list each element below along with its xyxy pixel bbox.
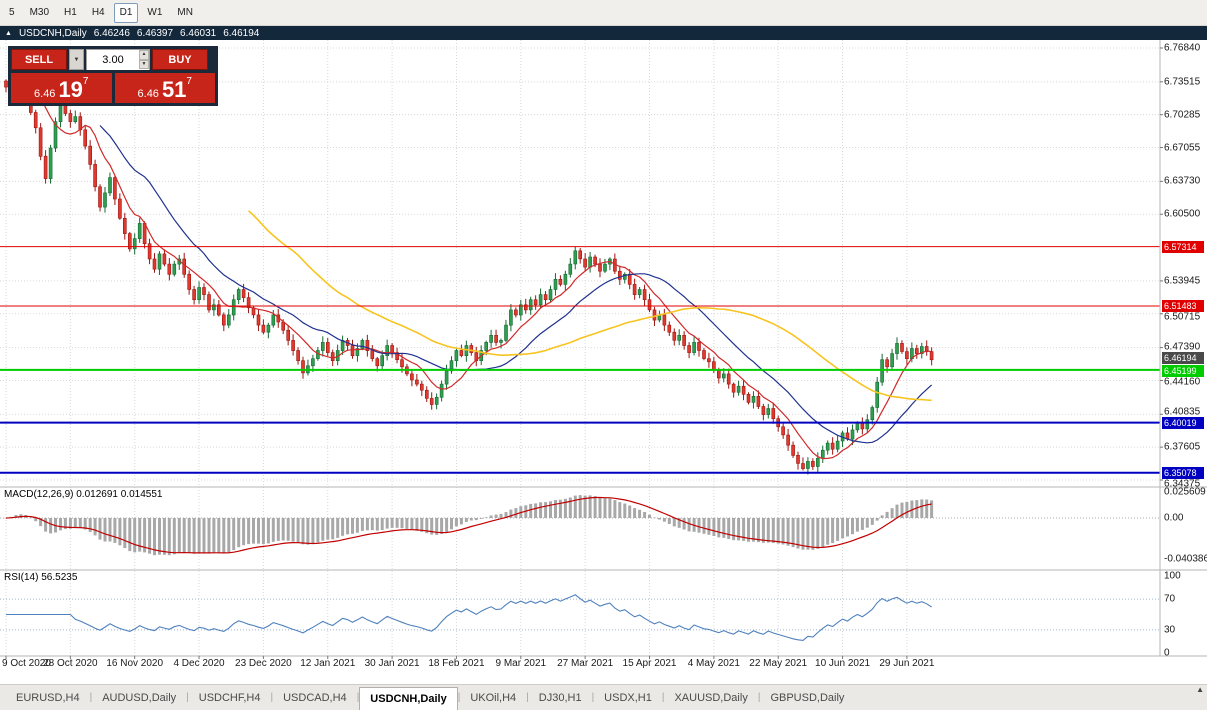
tab-ukoil[interactable]: UKOil,H4 (470, 691, 517, 704)
tab-separator: | (661, 692, 665, 703)
volume-field: ▲ ▼ (86, 49, 150, 70)
rsi-line (6, 594, 932, 641)
tab-separator: | (89, 692, 93, 703)
tab-separator: | (186, 692, 189, 703)
ohlc-open: 6.46246 (93, 27, 130, 39)
chart-titlebar: ▲ USDCNH,Daily 6.46246 6.46397 6.46031 6… (0, 26, 1207, 40)
collapse-panel-icon[interactable]: ▲ (5, 29, 12, 37)
tab-dj30[interactable]: DJ30,H1 (538, 691, 582, 704)
timeframe-h4[interactable]: H4 (91, 7, 105, 18)
scroll-up-icon[interactable]: ▲ (1196, 685, 1204, 694)
tab-usdchf[interactable]: USDCHF,H4 (198, 691, 261, 704)
timeframe-w1[interactable]: W1 (147, 7, 163, 18)
sell-price-display[interactable]: 6.46 19 7 (11, 73, 112, 103)
macd-signal-line (5, 496, 932, 554)
timeframe-5[interactable]: 5 (9, 7, 15, 18)
tab-separator: | (591, 692, 595, 703)
volume-input[interactable] (87, 50, 149, 70)
chart-tab-bar: EURUSD,H4 | AUDUSD,Daily | USDCHF,H4 | USDCAD,… (0, 684, 1207, 710)
tab-usdx[interactable]: USDX,H1 (604, 691, 652, 704)
grid (0, 40, 1160, 656)
ma-line-50 (248, 210, 932, 402)
buy-button[interactable]: BUY (152, 49, 208, 70)
timeframe-mn[interactable]: MN (177, 7, 193, 18)
ohlc-high: 6.46397 (136, 27, 174, 39)
timeframe-m30[interactable]: M30 (29, 7, 50, 18)
tab-separator: | (757, 692, 761, 703)
ma-line-20 (99, 125, 933, 444)
timeframe-toolbar: 5 M30 H1 H4 D1 W1 MN (0, 0, 1207, 26)
ohlc-low: 6.46031 (180, 27, 217, 39)
tab-separator: | (356, 692, 360, 703)
tab-audusd[interactable]: AUDUSD,Daily (102, 691, 177, 704)
timeframe-h1[interactable]: H1 (64, 7, 77, 18)
buy-price-big: 51 (161, 77, 187, 103)
chart-symbol-title: USDCNH,Daily (18, 27, 87, 39)
rsi-indicator-label: RSI(14) 56.5235 (4, 572, 78, 583)
volume-increase-button[interactable]: ▲ (139, 50, 149, 60)
sell-price-prefix: 6.46 (34, 87, 56, 100)
tab-eurusd[interactable]: EURUSD,H4 (16, 691, 80, 704)
tab-separator: | (457, 692, 461, 703)
tab-xauusd[interactable]: XAUUSD,Daily (674, 691, 748, 704)
buy-price-pip: 7 (186, 76, 192, 87)
sell-price-big: 19 (58, 77, 83, 103)
volume-preset-dropdown[interactable]: ▼ (69, 49, 84, 70)
ma-line-8 (40, 95, 932, 460)
tab-gbpusd[interactable]: GBPUSD,Daily (770, 691, 845, 704)
ohlc-close: 6.46194 (223, 27, 260, 39)
timeframe-d1[interactable]: D1 (113, 2, 139, 23)
sell-button[interactable]: SELL (11, 49, 67, 70)
tab-separator: | (526, 692, 529, 703)
tab-separator: | (270, 692, 274, 703)
tab-usdcad[interactable]: USDCAD,H4 (283, 691, 347, 704)
macd-indicator-label: MACD(12,26,9) 0.012691 0.014551 (4, 489, 163, 500)
buy-price-prefix: 6.46 (137, 87, 159, 100)
macd-histogram (4, 495, 934, 556)
volume-decrease-button[interactable]: ▼ (139, 59, 149, 69)
tab-usdcnh[interactable]: USDCNH,Daily (359, 687, 458, 710)
dropdown-icon: ▼ (73, 56, 80, 63)
candles-layer (4, 54, 934, 475)
sell-price-pip: 7 (82, 76, 89, 87)
buy-price-display[interactable]: 6.46 51 7 (114, 73, 215, 103)
one-click-trading-panel: SELL ▼ ▲ ▼ BUY 6.46 19 7 6.46 51 (8, 46, 218, 106)
